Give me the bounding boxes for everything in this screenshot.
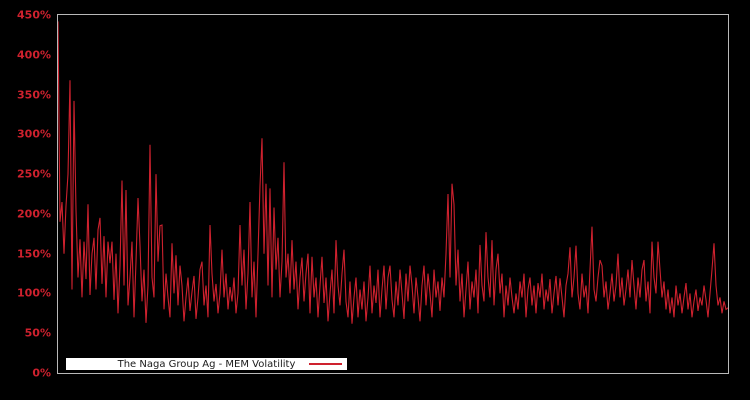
y-tick-label: 100% — [17, 286, 51, 300]
y-tick-label: 200% — [17, 207, 51, 221]
legend: The Naga Group Ag - MEM Volatility — [65, 357, 348, 371]
volatility-line — [58, 21, 728, 323]
y-tick-label: 250% — [17, 167, 51, 181]
y-tick-label: 150% — [17, 247, 51, 261]
legend-line-swatch — [309, 363, 342, 365]
y-axis-labels: 450% 400% 350% 300% 250% 200% 150% 100% 50% 0% — [0, 10, 51, 379]
y-tick-label: 0% — [32, 366, 51, 380]
y-tick-label: 450% — [17, 8, 51, 22]
plot-area: The Naga Group Ag - MEM Volatility — [57, 14, 729, 374]
y-tick-label: 400% — [17, 48, 51, 62]
chart-canvas — [58, 15, 728, 373]
y-tick-label: 50% — [24, 326, 51, 340]
y-tick-label: 300% — [17, 127, 51, 141]
legend-label: The Naga Group Ag - MEM Volatility — [117, 358, 296, 370]
y-tick-label: 350% — [17, 88, 51, 102]
